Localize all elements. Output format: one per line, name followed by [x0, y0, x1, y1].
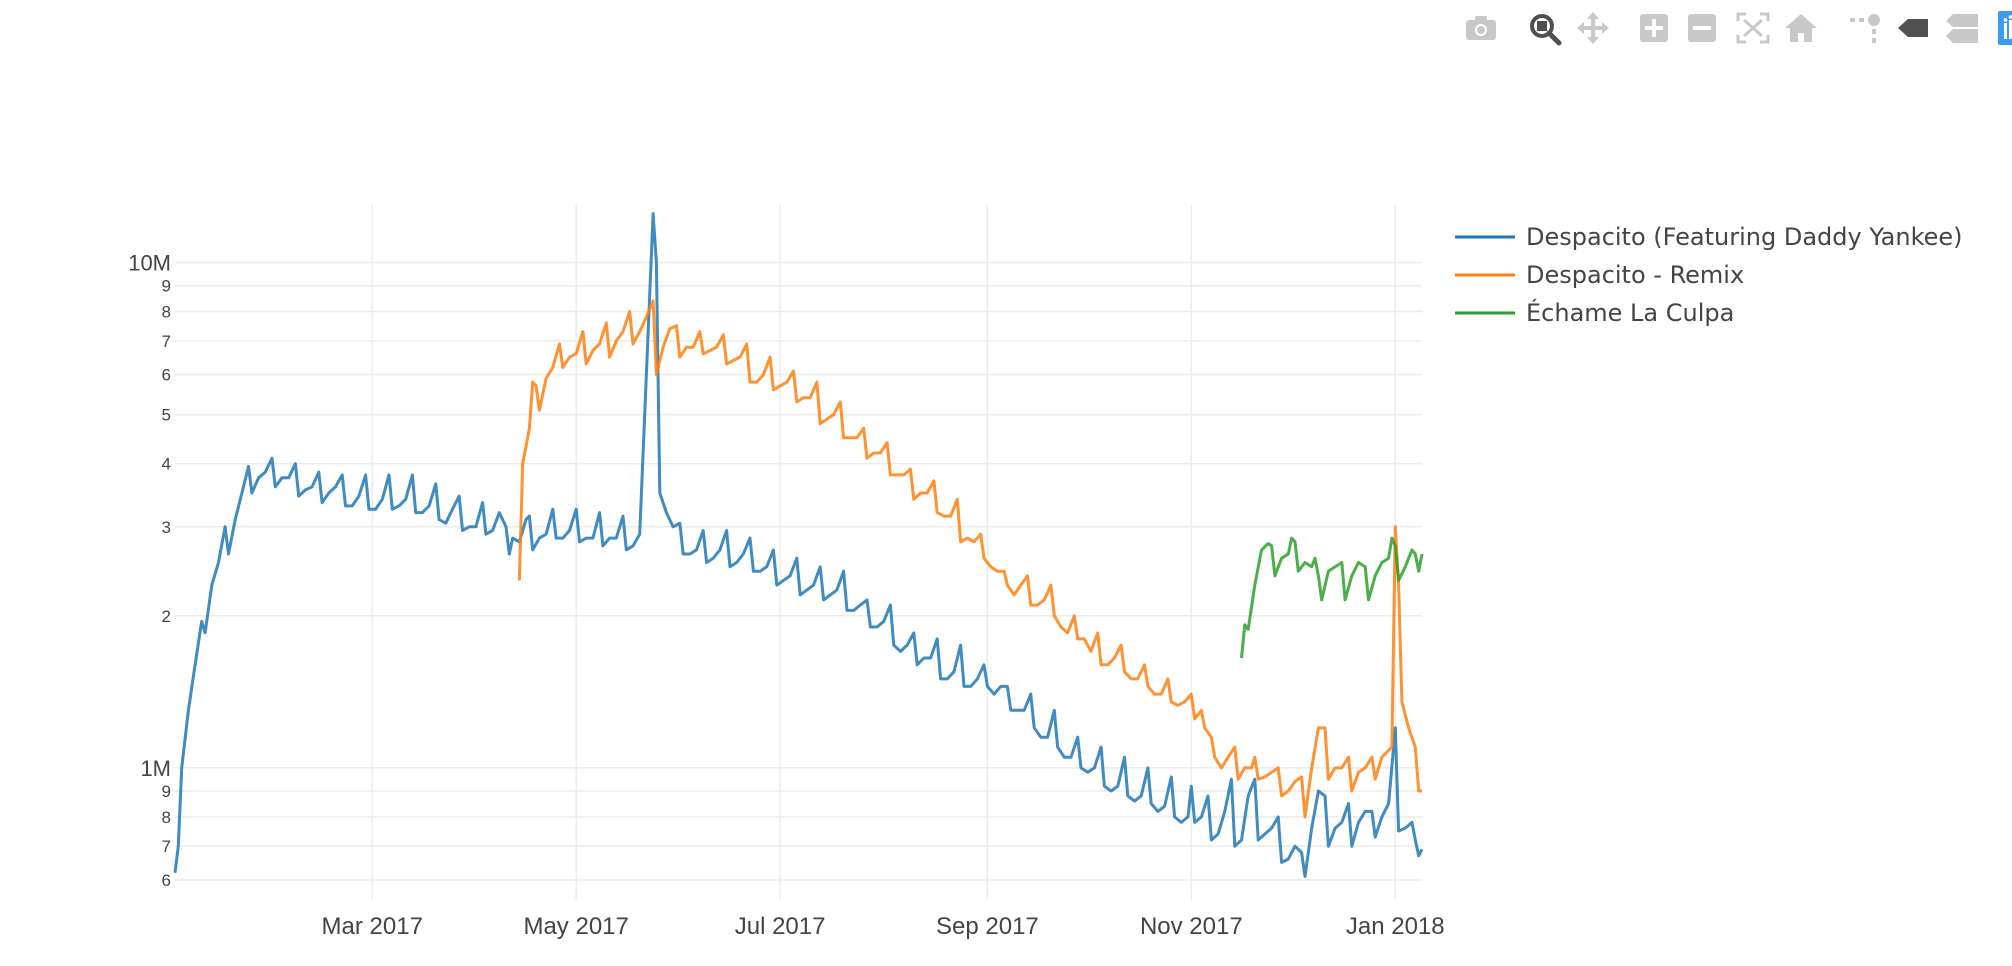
series-line-0[interactable]: [173, 212, 1424, 878]
y-tick-label: 3: [162, 518, 171, 537]
x-tick-label: May 2017: [523, 913, 628, 940]
modebar-icons: Download plot as a png Zoom Pan Zoom in Zoom…: [1466, 11, 2012, 46]
legend-item[interactable]: Despacito - Remix: [1455, 261, 1744, 289]
legend-label: Despacito - Remix: [1526, 261, 1744, 289]
x-tick-label: Jan 2018: [1346, 913, 1445, 940]
x-tick-label: Jul 2017: [735, 913, 826, 940]
modebar: Download plot as a png Zoom Pan Zoom in Zoom…: [1452, 8, 2012, 48]
series-layer: [173, 212, 1424, 878]
y-tick-label: 5: [162, 406, 171, 425]
y-tick-label: 1M: [140, 756, 171, 781]
x-tick-label: Sep 2017: [936, 913, 1039, 940]
y-tick-label: 7: [162, 837, 171, 856]
hover-closest-icon[interactable]: Show closest data on hover: [1898, 19, 1928, 37]
camera-icon[interactable]: Download plot as a png: [1466, 16, 1496, 40]
y-tick-label: 6: [162, 871, 171, 890]
grid: [175, 205, 1422, 900]
y-tick-label: 10M: [128, 251, 171, 276]
legend-item[interactable]: Despacito (Featuring Daddy Yankee): [1455, 223, 1963, 251]
y-tick-label: 4: [162, 455, 171, 474]
y-tick-label: 9: [162, 277, 171, 296]
y-tick-label: 2: [162, 607, 171, 626]
zoom-in-icon[interactable]: Zoom in: [1640, 14, 1668, 42]
legend[interactable]: Despacito (Featuring Daddy Yankee) Despac…: [1455, 223, 1963, 327]
autoscale-icon[interactable]: Autoscale: [1736, 12, 1770, 44]
home-icon[interactable]: Reset axes: [1785, 14, 1817, 42]
series-line-2[interactable]: [1240, 536, 1424, 659]
legend-label: Échame La Culpa: [1526, 298, 1734, 327]
y-tick-label: 8: [162, 303, 171, 322]
x-tick-label: Nov 2017: [1140, 913, 1243, 940]
legend-label: Despacito (Featuring Daddy Yankee): [1526, 223, 1963, 251]
hover-compare-icon[interactable]: Compare data on hover: [1946, 14, 1978, 43]
spike-lines-icon[interactable]: Toggle Spike Lines: [1850, 14, 1880, 43]
y-tick-label: 8: [162, 808, 171, 827]
series-line-1[interactable]: [517, 299, 1422, 819]
legend-item[interactable]: Échame La Culpa: [1455, 298, 1734, 327]
plotly-logo-icon[interactable]: Produced with Plotly: [1998, 11, 2012, 45]
x-axis: Mar 2017 May 2017 Jul 2017 Sep 2017 Nov 2017…: [322, 913, 1445, 940]
zoom-icon[interactable]: Zoom: [1530, 14, 1562, 46]
y-tick-label: 6: [162, 366, 171, 385]
y-tick-label: 9: [162, 782, 171, 801]
zoom-out-icon[interactable]: Zoom out: [1688, 14, 1716, 42]
x-tick-label: Mar 2017: [322, 913, 423, 940]
y-tick-label: 7: [162, 332, 171, 351]
pan-icon[interactable]: Pan: [1577, 12, 1609, 44]
